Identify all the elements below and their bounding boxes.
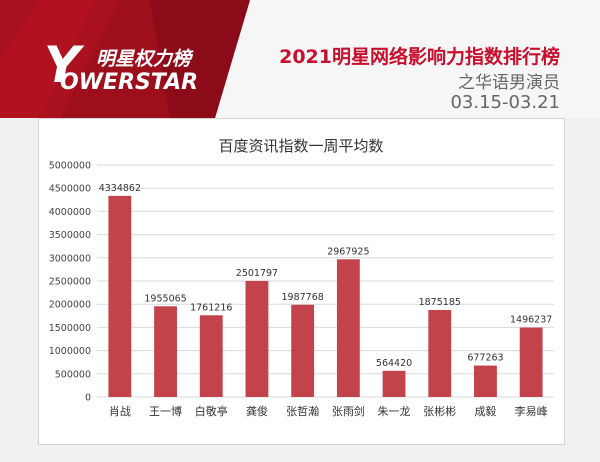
page-title: 2021明星网络影响力指数排行榜: [279, 46, 560, 68]
bar: [474, 365, 497, 397]
chart-title: 百度资讯指数一周平均数: [218, 137, 383, 155]
x-category-label: 龚俊: [246, 404, 268, 418]
page-subtitle: 之华语男演员: [458, 73, 560, 93]
bar: [382, 370, 406, 397]
bar: [154, 306, 177, 397]
bars: 4334862 1955065 1761216 2501797 1987768 29679…: [99, 183, 552, 397]
y-tick-label: 500000: [55, 369, 91, 380]
bar-value-label: 2967925: [327, 246, 369, 257]
date-range: 03.15-03.21: [450, 92, 560, 113]
logo-mark: Y: [44, 36, 81, 94]
x-category-label: 肖战: [109, 404, 131, 418]
y-tick-label: 2500000: [49, 277, 91, 288]
bar: [336, 259, 360, 397]
logo-chinese-text: 明星权力榜: [96, 48, 192, 70]
bar: [245, 280, 269, 397]
x-category-label: 张彬彬: [423, 405, 456, 418]
x-category-label: 张雨剑: [332, 404, 365, 418]
logo-background: [0, 0, 250, 118]
header-banner: Y 明星权力榜 OWERSTAR 2021明星网络影响力指数排行榜 之华语男演员…: [0, 0, 600, 118]
bar-value-label: 677263: [467, 353, 503, 364]
y-tick-label: 5000000: [49, 161, 91, 172]
bar-value-label: 2501797: [236, 268, 278, 279]
y-tick-label: 4500000: [49, 184, 91, 195]
y-tick-label: 1000000: [49, 346, 91, 357]
y-tick-label: 3500000: [49, 230, 91, 241]
grid-lines: [97, 164, 554, 398]
bar-value-label: 1987768: [281, 292, 323, 303]
bar-value-label: 1955065: [144, 293, 186, 304]
chart-card: 百度资讯指数一周平均数 0 500000 1000000 1500000 2000000…: [38, 118, 565, 445]
y-axis: 0 500000 1000000 1500000 2000000 2500000 30000…: [49, 161, 91, 404]
bar-value-label: 1761216: [190, 302, 232, 313]
x-category-label: 李易峰: [515, 404, 548, 418]
bar: [291, 304, 315, 397]
y-tick-label: 2000000: [49, 300, 91, 311]
y-tick-label: 1500000: [49, 323, 91, 334]
bar-value-label: 564420: [376, 358, 412, 369]
x-category-label: 朱一龙: [378, 405, 411, 418]
x-axis: 肖战 王一博 白敬亭 龚俊 张哲瀚 张雨剑 朱一龙 张彬彬 成毅 李易峰: [109, 404, 548, 418]
bar: [428, 309, 452, 397]
y-tick-label: 0: [85, 393, 91, 404]
logo-english-text: OWERSTAR: [60, 70, 199, 95]
bar: [108, 195, 132, 397]
y-tick-label: 3000000: [49, 253, 91, 264]
x-category-label: 成毅: [474, 404, 496, 418]
bar-chart: 百度资讯指数一周平均数 0 500000 1000000 1500000 2000000…: [49, 137, 554, 418]
x-category-label: 王一博: [149, 405, 182, 418]
y-tick-label: 4000000: [49, 207, 91, 218]
x-category-label: 白敬亭: [195, 404, 228, 418]
bar: [199, 315, 223, 397]
bar-value-label: 1496237: [510, 315, 552, 326]
bar-value-label: 4334862: [99, 183, 141, 194]
bar-value-label: 1875185: [419, 297, 461, 308]
x-category-label: 张哲瀚: [286, 404, 319, 418]
bar: [519, 327, 543, 397]
